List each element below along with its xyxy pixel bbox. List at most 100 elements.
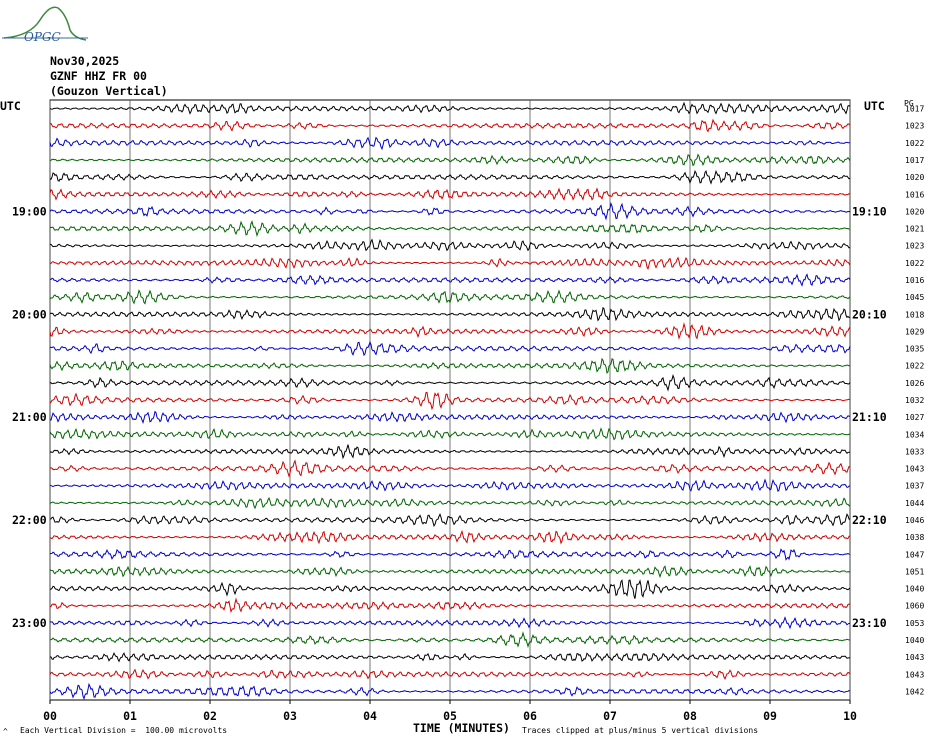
chart-grid [49, 99, 851, 704]
trace-value-label: 1022 [905, 139, 924, 148]
trace-value-label: 1032 [905, 396, 924, 405]
station-code: GZNF HHZ FR 00 [50, 69, 147, 83]
trace-value-label: 1027 [905, 413, 924, 422]
seismic-trace [49, 427, 851, 441]
trace-value-label: 1040 [905, 585, 924, 594]
trace-value-label: 1060 [905, 602, 924, 611]
seismic-trace [49, 153, 851, 167]
trace-value-label: 1034 [905, 430, 924, 439]
seismic-trace [49, 136, 851, 151]
trace-value-label: 1020 [905, 207, 924, 216]
trace-value-label: 1042 [905, 687, 924, 696]
seismic-trace [49, 565, 851, 579]
left-hour-label: 20:00 [12, 307, 47, 321]
seismic-trace [49, 322, 851, 340]
right-hour-label: 19:10 [852, 204, 887, 218]
left-hour-label: 22:00 [12, 513, 47, 527]
seismic-trace [49, 289, 851, 305]
seismic-trace [49, 496, 851, 510]
seismic-trace [49, 512, 851, 528]
trace-value-label: 1033 [905, 447, 924, 456]
seismic-trace [49, 391, 851, 411]
trace-value-label: 1044 [905, 499, 924, 508]
x-tick-label: 06 [523, 709, 537, 723]
trace-value-label: 1043 [905, 670, 924, 679]
seismic-trace [49, 220, 851, 238]
trace-value-label: 1035 [905, 345, 924, 354]
seismic-trace [49, 187, 851, 201]
seismic-trace [49, 306, 851, 322]
trace-value-label: 1022 [905, 362, 924, 371]
left-axis-title: UTC [0, 99, 21, 113]
seismic-trace [49, 529, 851, 545]
seismic-trace [49, 548, 851, 561]
right-hour-label: 20:10 [852, 307, 887, 321]
seismic-trace [49, 597, 851, 614]
trace-value-label: 1045 [905, 293, 924, 302]
right-hour-label: 21:10 [852, 410, 887, 424]
station-location: (Gouzon Vertical) [50, 84, 168, 98]
opgc-logo: OPGC [2, 6, 88, 44]
seismic-trace [49, 651, 851, 663]
x-tick-label: 09 [763, 709, 777, 723]
seismic-trace [49, 579, 851, 599]
seismic-trace [49, 118, 851, 133]
left-hour-label: 21:00 [12, 410, 47, 424]
seismic-trace [49, 410, 851, 425]
seismic-trace [49, 101, 851, 115]
logo-text: OPGC [24, 30, 61, 44]
x-tick-label: 00 [43, 709, 57, 723]
x-tick-label: 03 [283, 709, 297, 723]
trace-value-label: 1026 [905, 379, 924, 388]
trace-value-label: 1051 [905, 567, 924, 576]
x-tick-label: 10 [843, 709, 857, 723]
x-tick-label: 05 [443, 709, 457, 723]
chart-traces [49, 101, 851, 701]
trace-value-label: 1043 [905, 465, 924, 474]
trace-value-label: 1040 [905, 636, 924, 645]
trace-value-label: 1023 [905, 242, 924, 251]
x-tick-label: 04 [363, 709, 377, 723]
x-tick-label: 08 [683, 709, 697, 723]
seismic-trace [49, 273, 851, 287]
logo-mountain-icon [3, 6, 87, 41]
seismic-trace [49, 357, 851, 374]
seismic-trace [49, 682, 851, 701]
seismic-trace [49, 444, 851, 460]
plot-date: Nov30,2025 [50, 54, 120, 68]
clip-note: Traces clipped at plus/minus 5 vertical … [522, 726, 759, 735]
trace-value-label: 1020 [905, 173, 924, 182]
right-column-title: PG [904, 99, 914, 108]
seismic-trace [49, 340, 851, 357]
seismic-trace [49, 238, 851, 252]
trace-value-label: 1047 [905, 550, 924, 559]
x-tick-label: 02 [203, 709, 217, 723]
seismic-trace [49, 631, 851, 649]
trace-value-label: 1017 [905, 105, 924, 114]
trace-value-label: 1038 [905, 533, 924, 542]
seismic-trace [49, 169, 851, 185]
trace-value-label: 1046 [905, 516, 924, 525]
x-tick-label: 01 [123, 709, 137, 723]
seismic-trace [49, 616, 851, 630]
trace-value-label: 1021 [905, 225, 924, 234]
right-hour-label: 22:10 [852, 513, 887, 527]
x-axis-title: TIME (MINUTES) [413, 721, 510, 735]
left-hour-label: 23:00 [12, 616, 47, 630]
trace-value-label: 1017 [905, 156, 924, 165]
x-tick-label: 07 [603, 709, 617, 723]
trace-value-label: 1018 [905, 310, 924, 319]
scale-note: Each Vertical Division = 100.00 microvol… [20, 726, 228, 735]
trace-value-label: 1053 [905, 619, 924, 628]
seismic-trace [49, 201, 851, 221]
trace-value-label: 1023 [905, 122, 924, 131]
trace-value-label: 1043 [905, 653, 924, 662]
left-hour-label: 19:00 [12, 204, 47, 218]
trace-value-label: 1016 [905, 276, 924, 285]
seismic-trace [49, 668, 851, 681]
seismic-trace [49, 373, 851, 392]
chart-labels: UTC UTC PG TIME (MINUTES) 00 01 02 03 04 05 06… [0, 99, 924, 735]
seismic-trace [49, 478, 851, 493]
corner-mark: ^ [3, 727, 8, 736]
